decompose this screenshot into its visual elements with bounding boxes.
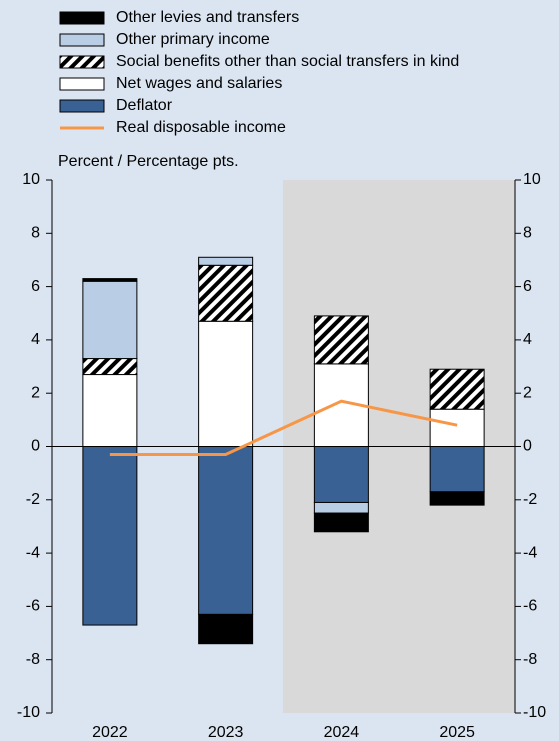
legend-label: Deflator: [116, 97, 173, 114]
y-tick-label: 4: [31, 331, 40, 348]
bar-segment: [429, 446, 485, 493]
bar-segment: [429, 491, 485, 506]
bar-segment: [198, 446, 254, 615]
y-tick-label: 2: [31, 384, 40, 401]
y2-tick-label: -6: [523, 598, 537, 615]
legend-label: Other levies and transfers: [116, 9, 299, 26]
line-series: [109, 399, 458, 456]
y2-tick-label: 10: [523, 171, 541, 188]
y-tick-label: -10: [17, 704, 40, 721]
y2-tick-label: 0: [523, 438, 532, 455]
bar-segment: [198, 264, 254, 322]
y-tick-label: -8: [26, 651, 40, 668]
bar-segment: [313, 446, 369, 503]
x-tick-label: 2023: [208, 724, 244, 741]
y-tick-label: 6: [31, 278, 40, 295]
y2-tick-label: -8: [523, 651, 537, 668]
legend-swatch: [59, 99, 105, 113]
legend-label: Social benefits other than social transf…: [116, 53, 459, 70]
bar-segment: [82, 280, 138, 360]
legend-swatch: [59, 11, 105, 25]
y-tick-label: 10: [22, 171, 40, 188]
bar-segment: [313, 315, 369, 365]
bar-segment: [429, 368, 485, 410]
x-tick-label: 2022: [92, 724, 128, 741]
y2-tick-label: 4: [523, 331, 532, 348]
y2-tick-label: -4: [523, 544, 537, 561]
x-tick-label: 2024: [324, 724, 360, 741]
legend-swatch: [59, 55, 105, 69]
bar-segment: [82, 278, 138, 282]
y2-tick-label: -10: [523, 704, 546, 721]
legend-swatch: [59, 77, 105, 91]
y-tick-label: 8: [31, 225, 40, 242]
y2-tick-label: 6: [523, 278, 532, 295]
y-tick-label: -4: [26, 544, 40, 561]
y-tick-label: 0: [31, 438, 40, 455]
legend-swatch: [59, 33, 105, 47]
y2-tick-label: 2: [523, 384, 532, 401]
bar-segment: [82, 358, 138, 376]
legend-label: Net wages and salaries: [116, 75, 282, 92]
bar-segment: [429, 408, 485, 448]
bar-segment: [198, 320, 254, 447]
y2-tick-label: -2: [523, 491, 537, 508]
y-tick-label: -6: [26, 598, 40, 615]
y2-tick-label: 8: [523, 225, 532, 242]
y-axis-label: Percent / Percentage pts.: [58, 153, 239, 170]
bar-segment: [313, 512, 369, 533]
bar-segment: [82, 446, 138, 626]
bar-segment: [198, 613, 254, 645]
bar-segment: [82, 374, 138, 448]
bar-segment: [198, 256, 254, 266]
bar-segment: [313, 501, 369, 514]
x-tick-label: 2025: [439, 724, 475, 741]
legend-label: Other primary income: [116, 31, 270, 48]
y-tick-label: -2: [26, 491, 40, 508]
legend-label: Real disposable income: [116, 119, 286, 136]
